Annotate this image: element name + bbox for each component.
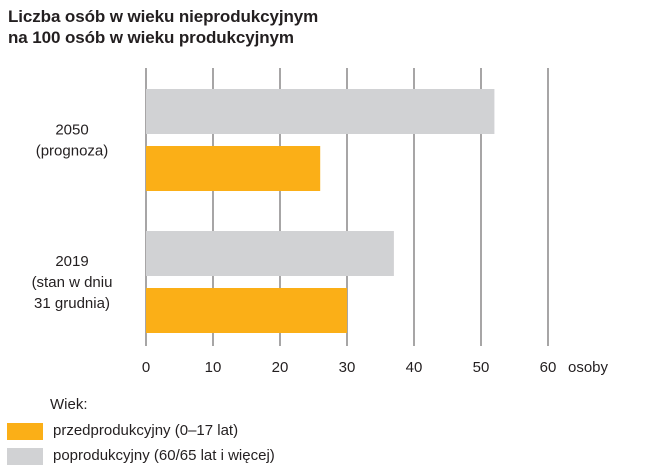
x-tick-label-20: 20 — [272, 359, 289, 376]
bar-post-0 — [146, 89, 495, 134]
legend-title: Wiek: — [50, 396, 88, 413]
x-axis-label: osoby — [568, 359, 609, 376]
category-label-1-1: (stan w dniu — [32, 274, 113, 291]
bar-pre-1 — [146, 288, 347, 333]
bar-post-1 — [146, 231, 394, 276]
category-label-0-1: (prognoza) — [36, 143, 109, 160]
chart-title: Liczba osób w wieku nieprodukcyjnym na 1… — [8, 6, 318, 48]
category-label-0-0: 2050 — [55, 122, 88, 139]
x-tick-label-40: 40 — [406, 359, 423, 376]
legend-swatch-post — [7, 448, 43, 465]
legend-label-post: poprodukcyjny (60/65 lat i więcej) — [53, 447, 275, 464]
x-tick-label-60: 60 — [540, 359, 557, 376]
category-label-1-0: 2019 — [55, 253, 88, 270]
x-tick-label-50: 50 — [473, 359, 490, 376]
x-tick-label-0: 0 — [142, 359, 150, 376]
legend-swatch-pre — [7, 423, 43, 440]
bar-chart: 0 10 20 30 40 50 60 osoby 2050 (prognoza) 2019 (sta… — [32, 68, 609, 376]
bar-pre-0 — [146, 146, 321, 191]
category-label-1-2: 31 grudnia) — [34, 295, 110, 312]
x-tick-label-10: 10 — [205, 359, 222, 376]
chart-title-line-2: na 100 osób w wieku produkcyjnym — [8, 28, 294, 47]
legend-label-pre: przedprodukcyjny (0–17 lat) — [53, 422, 239, 439]
x-tick-label-30: 30 — [339, 359, 356, 376]
chart-title-line-1: Liczba osób w wieku nieprodukcyjnym — [8, 7, 319, 26]
